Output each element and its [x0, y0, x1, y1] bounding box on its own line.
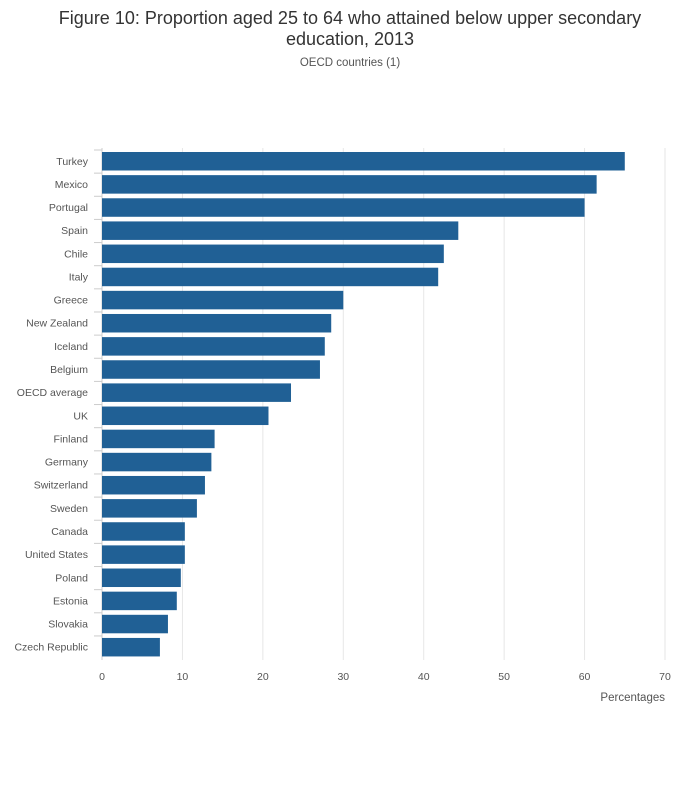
- bar: [102, 267, 439, 287]
- bar: [102, 221, 459, 240]
- bar: [102, 568, 181, 588]
- bar: [102, 452, 212, 472]
- category-label: OECD average: [17, 387, 88, 399]
- bar: [102, 244, 444, 264]
- x-tick-labels: 0 10 20 30 40 50 60 70: [99, 671, 671, 683]
- category-label: Germany: [45, 457, 89, 469]
- bar: [102, 313, 332, 333]
- category-label: Switzerland: [34, 480, 88, 492]
- category-label: Mexico: [55, 179, 88, 191]
- x-tick-label: 50: [498, 671, 510, 683]
- bar: [102, 475, 205, 495]
- bar: [102, 591, 177, 611]
- category-label: Finland: [54, 433, 89, 445]
- category-label: Poland: [55, 572, 88, 584]
- category-label: Portugal: [49, 202, 88, 214]
- x-tick-label: 40: [418, 671, 430, 683]
- bar: [102, 522, 185, 541]
- category-label: Chile: [64, 248, 88, 260]
- x-tick-label: 60: [579, 671, 591, 683]
- category-label: Turkey: [56, 156, 88, 168]
- bar: [102, 198, 585, 217]
- category-label: Spain: [61, 225, 88, 237]
- category-label: United States: [25, 549, 88, 561]
- bar: [102, 383, 292, 402]
- bar: [102, 637, 160, 657]
- bar: [102, 337, 325, 356]
- category-labels: Turkey Mexico Portugal Spain Chile Italy Greec…: [14, 156, 88, 654]
- x-tick-label: 10: [177, 671, 189, 683]
- bar: [102, 429, 215, 449]
- category-label: Estonia: [53, 595, 88, 607]
- x-tick-label: 0: [99, 671, 105, 683]
- category-label: Canada: [51, 526, 88, 538]
- category-label: Slovakia: [48, 619, 88, 631]
- chart-title-line-2: education, 2013: [285, 29, 415, 49]
- category-label: UK: [73, 410, 88, 422]
- category-label: Belgium: [50, 364, 88, 376]
- chart-title-line-1: Figure 10: Proportion aged 25 to 64 who …: [58, 8, 642, 28]
- bar: [102, 175, 597, 194]
- bar: [102, 152, 625, 171]
- bar: [102, 614, 168, 634]
- category-label: Czech Republic: [14, 642, 88, 654]
- category-label: New Zealand: [26, 318, 88, 330]
- category-label: Italy: [69, 271, 89, 283]
- bar: [102, 499, 197, 518]
- bar: [102, 360, 320, 379]
- x-axis-title: Percentages: [600, 692, 665, 704]
- category-label: Greece: [54, 295, 89, 307]
- chart-subtitle: OECD countries (1): [299, 57, 401, 69]
- chart-title: Figure 10: Proportion aged 25 to 64 who …: [0, 8, 700, 50]
- category-label: Iceland: [54, 341, 88, 353]
- category-label: Sweden: [50, 503, 88, 515]
- x-tick-label: 20: [257, 671, 269, 683]
- bar: [102, 545, 185, 564]
- x-tick-label: 30: [337, 671, 349, 683]
- x-tick-label: 70: [659, 671, 671, 683]
- bars: [102, 152, 625, 657]
- bar: [102, 406, 269, 426]
- bar: [102, 290, 344, 310]
